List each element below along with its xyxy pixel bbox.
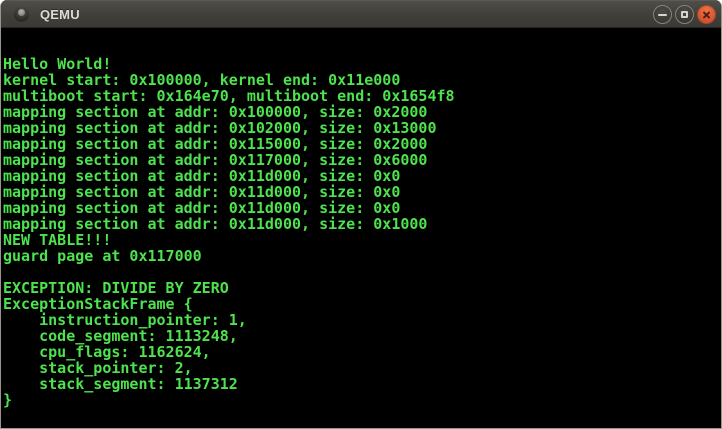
close-button[interactable] (697, 4, 716, 24)
qemu-app-icon (14, 6, 29, 22)
terminal-line: NEW TABLE!!! (3, 231, 112, 249)
close-icon (698, 6, 715, 23)
terminal-line: ExceptionStackFrame { (3, 295, 193, 313)
titlebar[interactable]: QEMU (1, 0, 721, 28)
window-title: QEMU (40, 6, 80, 22)
terminal-line: mapping section at addr: 0x11d000, size:… (3, 183, 401, 201)
vga-console-output[interactable]: Hello World! kernel start: 0x100000, kern… (1, 28, 721, 428)
terminal-line: kernel start: 0x100000, kernel end: 0x11… (3, 71, 401, 89)
minimize-button[interactable] (653, 4, 672, 24)
terminal-line: guard page at 0x117000 (3, 247, 202, 265)
window-controls (653, 4, 716, 24)
terminal-line: multiboot start: 0x164e70, multiboot end… (3, 87, 455, 105)
terminal-line: } (3, 391, 13, 409)
terminal-line: EXCEPTION: DIVIDE BY ZERO (3, 279, 229, 297)
maximize-icon (681, 10, 688, 18)
terminal-line: Hello World! (3, 55, 112, 73)
terminal-line: mapping section at addr: 0x11d000, size:… (3, 199, 401, 217)
terminal-line: mapping section at addr: 0x102000, size:… (3, 119, 437, 137)
terminal-line: code_segment: 1113248, (3, 327, 238, 345)
terminal-line: mapping section at addr: 0x115000, size:… (3, 135, 428, 153)
terminal-line: stack_segment: 1137312 (3, 375, 238, 393)
maximize-button[interactable] (675, 4, 694, 24)
terminal-line: mapping section at addr: 0x117000, size:… (3, 151, 428, 169)
terminal-line: mapping section at addr: 0x100000, size:… (3, 103, 428, 121)
terminal-line: cpu_flags: 1162624, (3, 343, 211, 361)
terminal-line: instruction_pointer: 1, (3, 311, 247, 329)
terminal-line: mapping section at addr: 0x11d000, size:… (3, 215, 428, 233)
terminal-line: stack_pointer: 2, (3, 359, 193, 377)
minimize-icon (658, 13, 667, 16)
terminal-line (3, 264, 721, 280)
terminal-line: mapping section at addr: 0x11d000, size:… (3, 167, 401, 185)
